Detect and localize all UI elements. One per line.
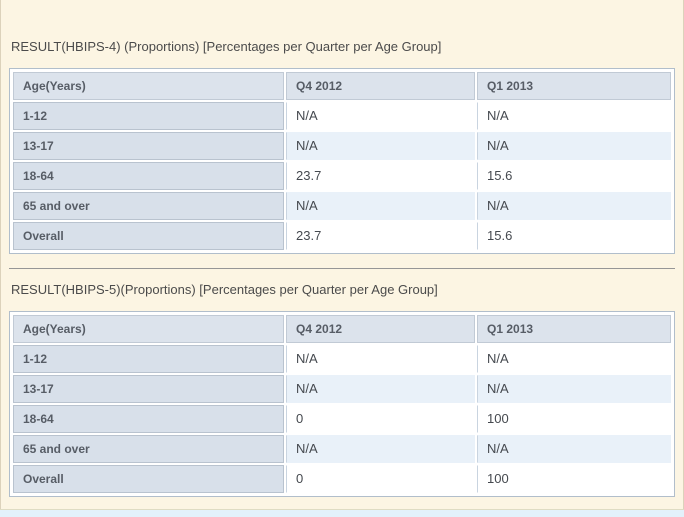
value-cell: 100 [477,405,671,433]
value-cell: N/A [286,102,475,130]
value-cell: 15.6 [477,162,671,190]
report-section: RESULT(HBIPS-5)(Proportions) [Percentage… [1,269,683,497]
value-cell: N/A [286,132,475,160]
table-row: 1-12 N/A N/A [13,102,671,130]
value-cell: 23.7 [286,162,475,190]
value-cell: N/A [286,192,475,220]
table-row: 18-64 0 100 [13,405,671,433]
header-row: Age(Years) Q4 2012 Q1 2013 [13,72,671,100]
age-cell: Overall [13,222,284,250]
age-cell: 65 and over [13,192,284,220]
age-cell: 65 and over [13,435,284,463]
table-row: Overall 23.7 15.6 [13,222,671,250]
column-header: Q4 2012 [286,72,475,100]
table-row: 1-12 N/A N/A [13,345,671,373]
next-section-strip [0,509,684,517]
results-table: Age(Years) Q4 2012 Q1 2013 1-12 N/A N/A 13-17… [9,311,675,497]
value-cell: 0 [286,465,475,493]
proportions-table: Age(Years) Q4 2012 Q1 2013 1-12 N/A N/A 13-17… [11,313,673,495]
results-table: Age(Years) Q4 2012 Q1 2013 1-12 N/A N/A 13-17… [9,68,675,254]
age-cell: 13-17 [13,375,284,403]
table-row: 13-17 N/A N/A [13,132,671,160]
value-cell: N/A [477,345,671,373]
value-cell: N/A [477,132,671,160]
table-row: 13-17 N/A N/A [13,375,671,403]
section-title: RESULT(HBIPS-5)(Proportions) [Percentage… [11,282,438,297]
proportions-table: Age(Years) Q4 2012 Q1 2013 1-12 N/A N/A 13-17… [11,70,673,252]
value-cell: N/A [477,192,671,220]
value-cell: 23.7 [286,222,475,250]
age-cell: 1-12 [13,102,284,130]
column-header: Q1 2013 [477,72,671,100]
column-header: Age(Years) [13,315,284,343]
report-sections: RESULT(HBIPS-4) (Proportions) [Percentag… [1,0,683,497]
table-row: 65 and over N/A N/A [13,192,671,220]
value-cell: 15.6 [477,222,671,250]
age-cell: 18-64 [13,162,284,190]
value-cell: N/A [286,435,475,463]
value-cell: N/A [286,345,475,373]
header-row: Age(Years) Q4 2012 Q1 2013 [13,315,671,343]
age-cell: 1-12 [13,345,284,373]
value-cell: 100 [477,465,671,493]
value-cell: N/A [477,375,671,403]
age-cell: 13-17 [13,132,284,160]
value-cell: N/A [286,375,475,403]
value-cell: 0 [286,405,475,433]
value-cell: N/A [477,102,671,130]
age-cell: 18-64 [13,405,284,433]
age-cell: Overall [13,465,284,493]
value-cell: N/A [477,435,671,463]
report-section: RESULT(HBIPS-4) (Proportions) [Percentag… [1,0,683,254]
column-header: Q4 2012 [286,315,475,343]
table-row: 18-64 23.7 15.6 [13,162,671,190]
column-header: Age(Years) [13,72,284,100]
table-row: 65 and over N/A N/A [13,435,671,463]
section-title: RESULT(HBIPS-4) (Proportions) [Percentag… [11,39,442,54]
section-separator [9,268,675,269]
table-row: Overall 0 100 [13,465,671,493]
column-header: Q1 2013 [477,315,671,343]
